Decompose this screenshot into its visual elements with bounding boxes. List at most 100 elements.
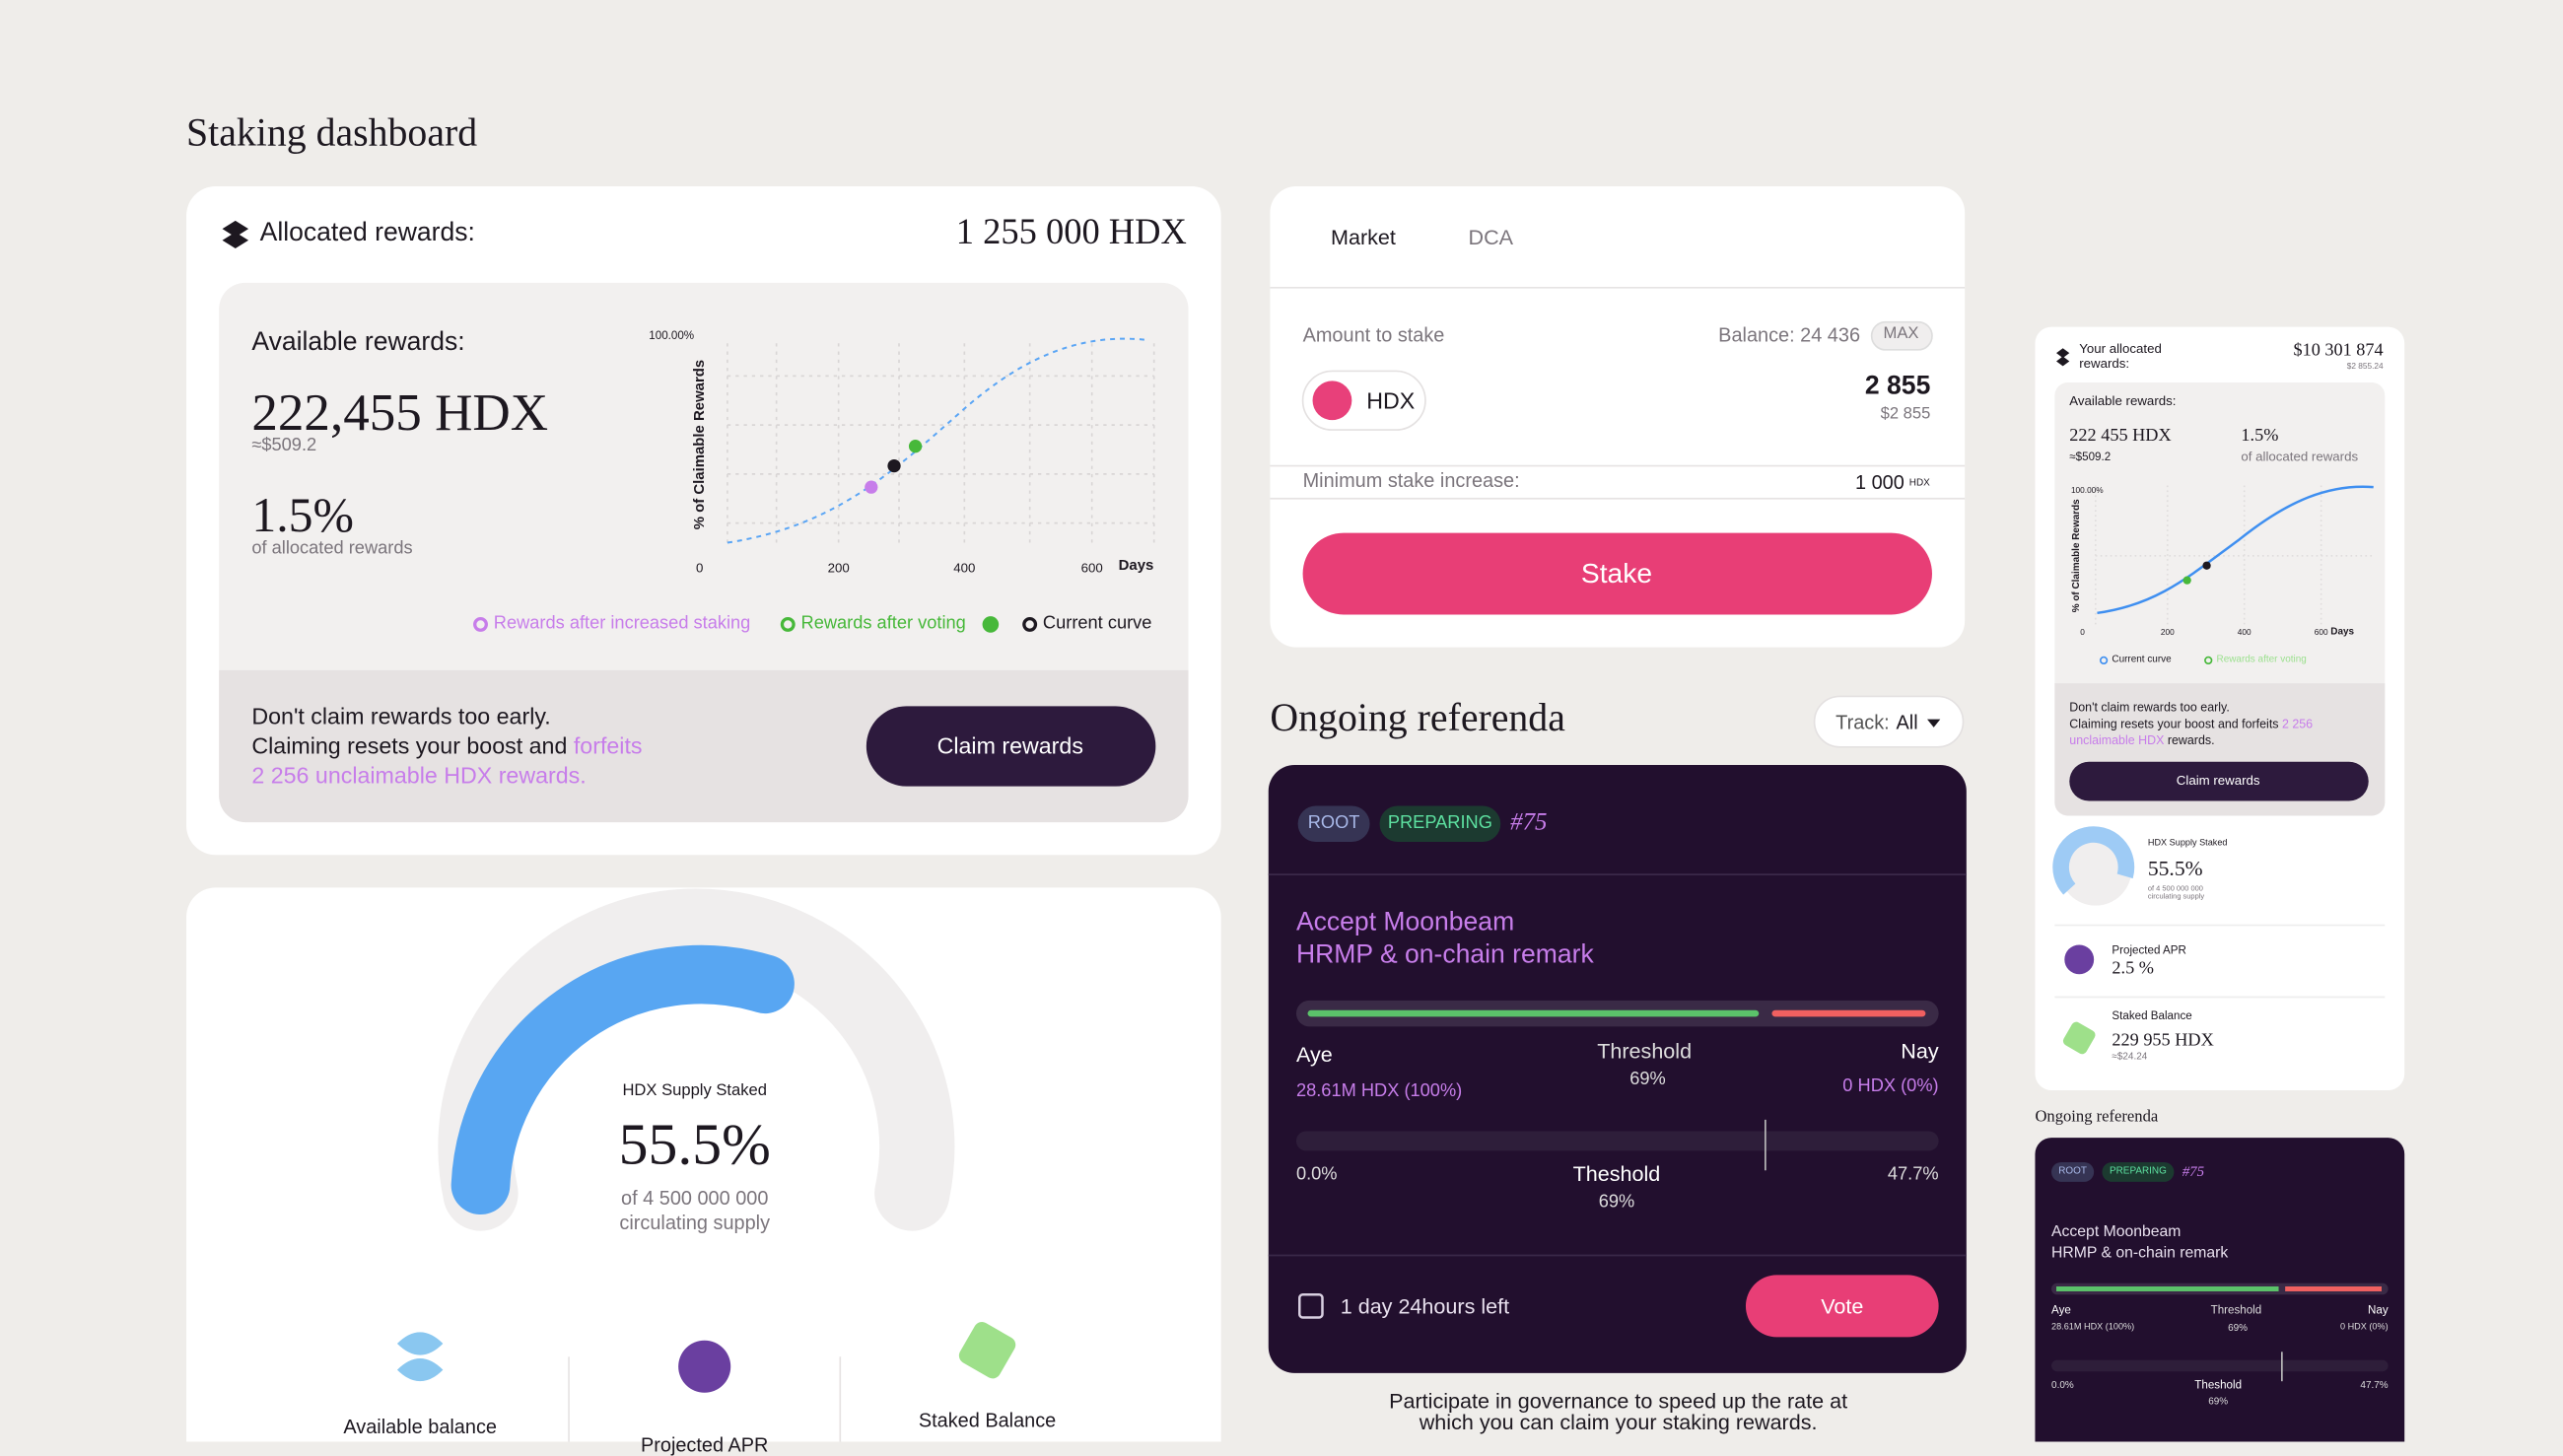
usd: $2 855.24 (2346, 362, 2384, 373)
note: of 4 500 000 000 (621, 1186, 769, 1211)
point-staking (865, 480, 878, 494)
logo-icon (2056, 348, 2070, 367)
logo-icon (222, 220, 249, 249)
highlight: 2 256 unclaimable HDX rewards. (251, 761, 587, 789)
label: Staked Balance (2112, 1010, 2192, 1023)
highlight: forfeits (573, 731, 643, 759)
number: #75 (1510, 809, 1548, 837)
section-title: Ongoing referenda (2035, 1108, 2159, 1127)
value: 69% (1598, 1192, 1635, 1213)
legend-marker (2099, 656, 2109, 665)
dropdown-arrow (1927, 719, 1941, 728)
tab[interactable]: DCA (1468, 225, 1514, 249)
y-axis-label: % of Claimable Rewards (690, 359, 708, 530)
x-tick-label: 400 (953, 560, 976, 576)
info-icon (982, 616, 1000, 633)
button-label[interactable]: Stake (1580, 558, 1653, 589)
label: Aye (2051, 1305, 2071, 1317)
claim-button[interactable] (2069, 761, 2369, 801)
percent: 55.5% (2147, 856, 2203, 880)
value: 0 HDX (0%) (1842, 1075, 1939, 1096)
label: rewards: (2079, 356, 2130, 372)
section-title: Ongoing referenda (1270, 698, 1565, 741)
x-tick-label: 600 (1080, 560, 1103, 576)
point-voting (908, 440, 923, 453)
track-filter[interactable] (1813, 695, 1965, 748)
filter-value[interactable]: All (1896, 711, 1918, 734)
vote-button[interactable] (1745, 1275, 1939, 1338)
legend-marker (2204, 656, 2213, 665)
value: 69% (2228, 1324, 2249, 1335)
button-label[interactable]: Claim rewards (936, 731, 1083, 759)
note: circulating supply (2147, 891, 2205, 901)
nay-bar (2285, 1286, 2382, 1291)
apr-icon (2064, 944, 2095, 975)
value: 2.5 % (2112, 958, 2154, 979)
x-tick-label: 400 (2237, 628, 2251, 639)
note: of allocated rewards (2241, 450, 2359, 464)
legend-marker (1022, 616, 1038, 632)
usd: $2 855 (1880, 405, 1931, 424)
stake-button[interactable] (1302, 532, 1932, 615)
x-tick-label: 600 (2314, 628, 2328, 639)
balance-icon (396, 1332, 444, 1382)
legend-marker (780, 616, 796, 632)
label: Projected APR (2112, 945, 2186, 957)
value: 69% (1629, 1070, 1666, 1090)
value: 28.61M HDX (100%) (2051, 1322, 2135, 1333)
threshold-track (1295, 1131, 1939, 1151)
claim-button[interactable] (866, 706, 1156, 787)
tab[interactable]: Market (1330, 225, 1396, 249)
max[interactable]: MAX (1883, 324, 1919, 344)
highlight: 2 256 (2281, 716, 2314, 731)
number: #75 (2182, 1162, 2205, 1180)
note: of 4 500 000 000 (2147, 883, 2203, 892)
chart-grid (727, 343, 1155, 548)
button-label[interactable]: Claim rewards (2176, 773, 2260, 789)
point-voting (2182, 576, 2191, 585)
title: HRMP & on-chain remark (1295, 941, 1594, 970)
legend-entry: Current curve (2112, 655, 2172, 665)
max-button[interactable] (1870, 320, 1933, 351)
value: 0 HDX (0%) (2339, 1322, 2389, 1333)
usd: ≈$509.2 (2069, 451, 2112, 464)
balance: Balance: 24 436 (1718, 323, 1861, 347)
percent: 1.5% (251, 488, 355, 543)
legend-entry: Rewards after voting (800, 613, 966, 634)
warning: Claiming resets your boost and (251, 731, 568, 759)
mobile-curve (2097, 485, 2374, 615)
value: 0.0% (1295, 1164, 1338, 1185)
legend-entry: Rewards after voting (2216, 655, 2307, 665)
nay-bar (1771, 1009, 1926, 1017)
label: Nay (1901, 1038, 1939, 1064)
token-icon (1312, 381, 1352, 421)
y-tick-label: 100.00% (649, 330, 695, 343)
value: 47.7% (1887, 1164, 1939, 1185)
warning: unclaimable HDX rewards. (2069, 734, 2214, 746)
x-axis-label: Days (2330, 627, 2355, 638)
stat-label: Available balance (343, 1416, 497, 1439)
x-tick-label: 0 (2080, 628, 2085, 639)
tag: ROOT (1307, 812, 1360, 833)
tag: PREPARING (1387, 812, 1492, 833)
min-value: 1 000 (1855, 470, 1905, 494)
value: 0.0% (2051, 1381, 2074, 1392)
label: HDX Supply Staked (2147, 839, 2228, 850)
value: 47.7% (2360, 1381, 2389, 1392)
warning: Claiming resets your boost and forfeits … (2069, 718, 2313, 729)
amount: 222 455 HDX (2069, 425, 2172, 446)
amount: 222,455 HDX (251, 382, 549, 442)
point-current (887, 458, 901, 473)
label: Theshold (2194, 1380, 2243, 1392)
warning: Don't claim rewards too early. (251, 703, 551, 729)
label: Theshold (1572, 1161, 1661, 1187)
staked-icon (958, 1321, 1016, 1379)
legend-marker (473, 616, 488, 632)
staked-icon (2062, 1021, 2096, 1055)
warning: Claiming resets your boost and forfeits (2069, 716, 2279, 731)
label: Amount to stake (1302, 323, 1445, 347)
label: Allocated rewards: (259, 219, 475, 247)
label: Available rewards: (2069, 393, 2177, 409)
value: 69% (2208, 1397, 2229, 1408)
button-label[interactable]: Vote (1821, 1293, 1864, 1319)
